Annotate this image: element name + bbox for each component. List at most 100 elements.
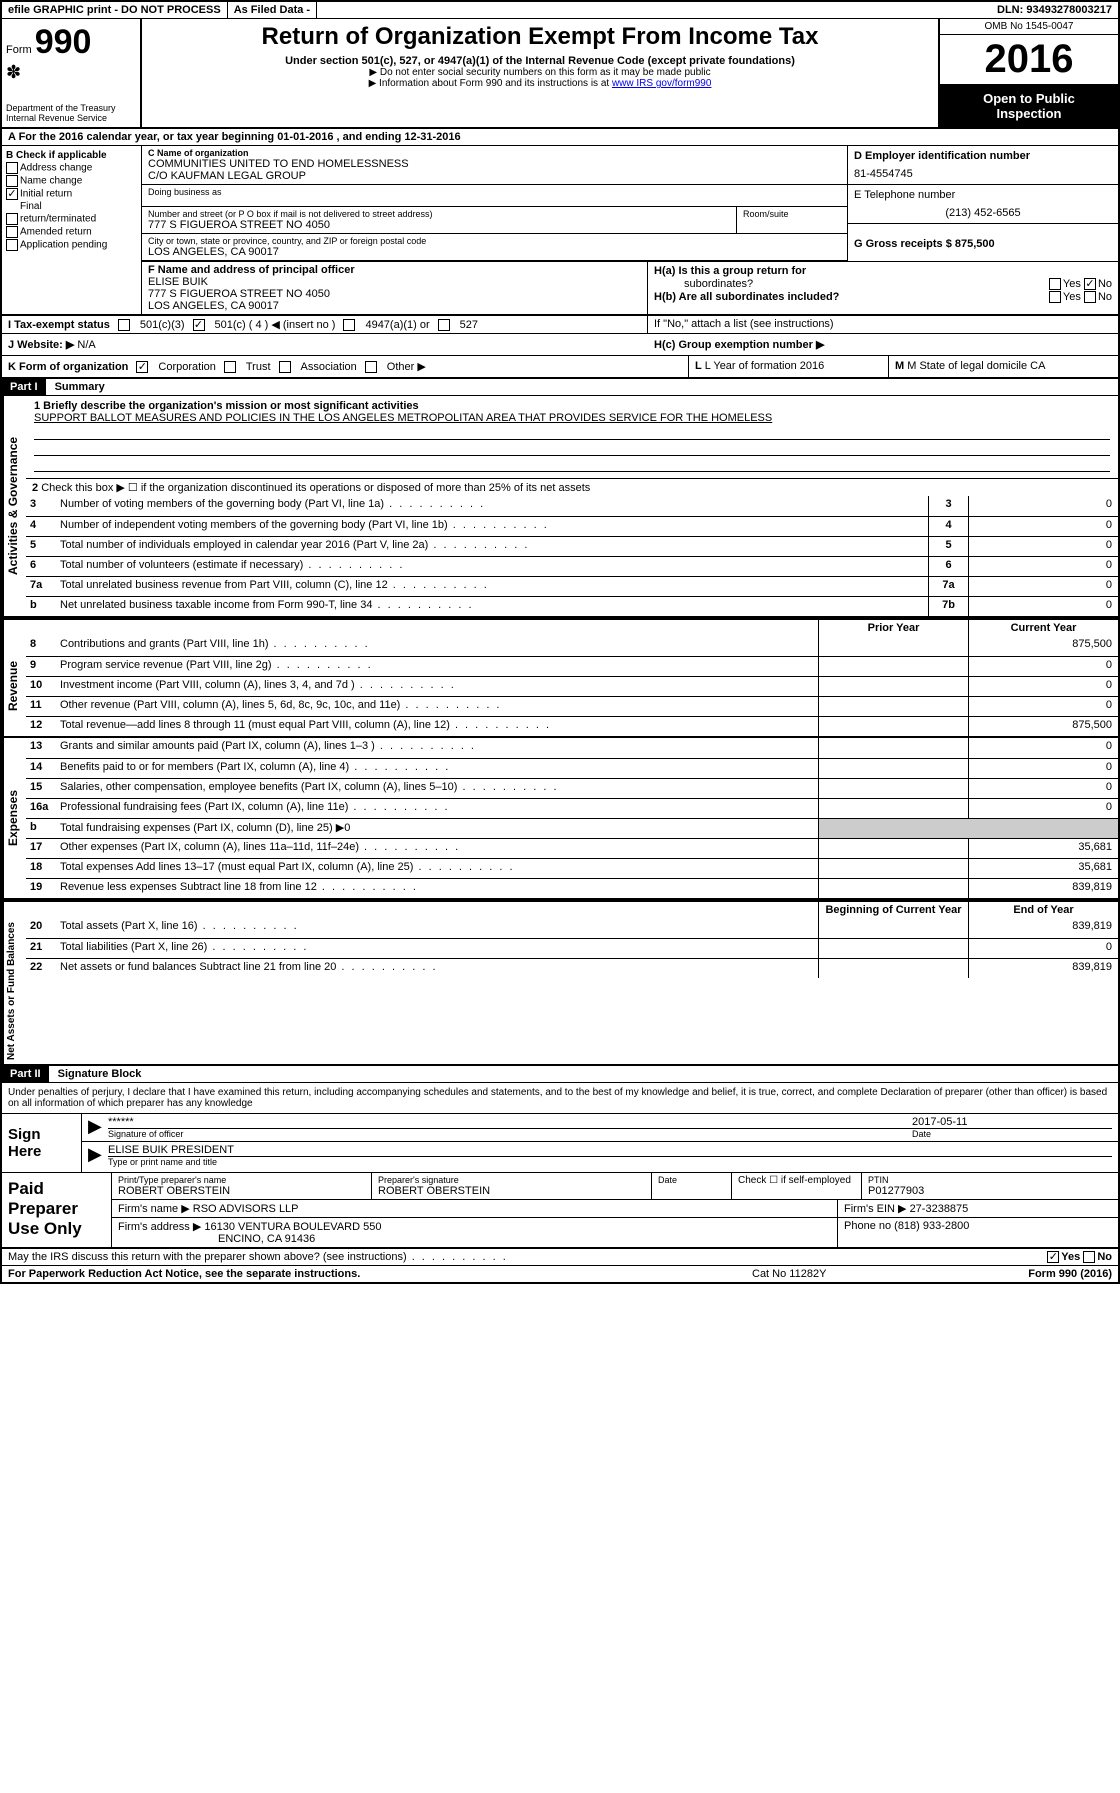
form-title: Return of Organization Exempt From Incom… xyxy=(150,23,930,51)
cb-hb-no[interactable] xyxy=(1084,291,1096,303)
firm-phone: Phone no (818) 933-2800 xyxy=(838,1218,1118,1247)
cb-ha-yes[interactable] xyxy=(1049,278,1061,290)
summary-line: 11 Other revenue (Part VIII, column (A),… xyxy=(26,696,1118,716)
summary-line: 13 Grants and similar amounts paid (Part… xyxy=(26,738,1118,758)
block-c: C Name of organization COMMUNITIES UNITE… xyxy=(142,146,848,261)
cb-discuss-no[interactable] xyxy=(1083,1251,1095,1263)
summary-revenue: Revenue 8 Contributions and grants (Part… xyxy=(2,636,1118,736)
dln: DLN: 93493278003217 xyxy=(991,2,1118,18)
block-d-label: D Employer identification number xyxy=(854,150,1112,162)
sig-officer-label: Signature of officer xyxy=(108,1128,912,1139)
room-label: Room/suite xyxy=(743,209,841,219)
org-city: LOS ANGELES, CA 90017 xyxy=(148,246,841,258)
sig-date: 2017-05-11 xyxy=(912,1116,1112,1128)
row-i-label: I Tax-exempt status xyxy=(8,319,110,331)
boy-header: Beginning of Current Year xyxy=(818,902,968,918)
cb-name-change[interactable] xyxy=(6,175,18,187)
side-revenue: Revenue xyxy=(2,636,26,736)
org-co: C/O KAUFMAN LEGAL GROUP xyxy=(148,170,841,182)
form-number: 990 xyxy=(35,23,92,61)
summary-line: 22 Net assets or fund balances Subtract … xyxy=(26,958,1118,978)
officer-addr: 777 S FIGUEROA STREET NO 4050 xyxy=(148,288,641,300)
summary-line: 19 Revenue less expenses Subtract line 1… xyxy=(26,878,1118,898)
block-h: H(a) Is this a group return for subordin… xyxy=(648,262,1118,314)
mission-text: SUPPORT BALLOT MEASURES AND POLICIES IN … xyxy=(34,412,1110,424)
preparer-sig: ROBERT OBERSTEIN xyxy=(378,1185,645,1197)
summary-line: 14 Benefits paid to or for members (Part… xyxy=(26,758,1118,778)
current-year-header: Current Year xyxy=(968,620,1118,636)
cb-527[interactable] xyxy=(438,319,450,331)
row-k-label: K Form of organization xyxy=(8,361,128,373)
officer-city: LOS ANGELES, CA 90017 xyxy=(148,300,641,312)
arrow-info: ▶ Information about Form 990 and its ins… xyxy=(150,78,930,89)
cb-hb-yes[interactable] xyxy=(1049,291,1061,303)
h-note: If "No," attach a list (see instructions… xyxy=(654,318,1112,330)
summary-expenses: Expenses 13 Grants and similar amounts p… xyxy=(2,738,1118,898)
tax-year: 2016 xyxy=(940,35,1118,85)
org-address: 777 S FIGUEROA STREET NO 4050 xyxy=(148,219,730,231)
header-left: Form 990 ✽ Department of the Treasury In… xyxy=(2,19,142,127)
cb-amended[interactable] xyxy=(6,226,18,238)
ein: 81-4554745 xyxy=(854,168,1112,180)
cb-discuss-yes[interactable] xyxy=(1047,1251,1059,1263)
paid-preparer-label: Paid Preparer Use Only xyxy=(2,1173,112,1247)
omb-number: OMB No 1545-0047 xyxy=(940,19,1118,35)
summary-line: 20 Total assets (Part X, line 16) 839,81… xyxy=(26,918,1118,938)
cb-assoc[interactable] xyxy=(279,361,291,373)
block-f: F Name and address of principal officer … xyxy=(142,262,648,314)
city-label: City or town, state or province, country… xyxy=(148,236,841,246)
block-deg: D Employer identification number 81-4554… xyxy=(848,146,1118,261)
cb-initial-return[interactable] xyxy=(6,188,18,200)
cb-trust[interactable] xyxy=(224,361,236,373)
irs-link[interactable]: www IRS gov/form990 xyxy=(612,78,711,89)
cb-app-pending[interactable] xyxy=(6,239,18,251)
perjury-statement: Under penalties of perjury, I declare th… xyxy=(2,1083,1118,1114)
addr-label: Number and street (or P O box if mail is… xyxy=(148,209,730,219)
discuss-row: May the IRS discuss this return with the… xyxy=(2,1249,1118,1266)
dept-irs: Internal Revenue Service xyxy=(6,113,136,123)
gross-receipts: G Gross receipts $ 875,500 xyxy=(854,238,1112,250)
summary-line: b Total fundraising expenses (Part IX, c… xyxy=(26,818,1118,838)
type-label: Type or print name and title xyxy=(108,1156,1112,1167)
row-j: J Website: ▶ N/A H(c) Group exemption nu… xyxy=(2,334,1118,356)
cb-501c[interactable] xyxy=(193,319,205,331)
form-version: Form 990 (2016) xyxy=(952,1268,1112,1280)
cb-4947[interactable] xyxy=(343,319,355,331)
block-c-label: C Name of organization xyxy=(148,148,841,158)
form-section: Under section 501(c), 527, or 4947(a)(1)… xyxy=(150,55,930,67)
cb-return-terminated[interactable] xyxy=(6,213,18,225)
sig-date-label: Date xyxy=(912,1128,1112,1139)
cb-address-change[interactable] xyxy=(6,162,18,174)
side-governance: Activities & Governance xyxy=(2,396,26,616)
summary-line: 10 Investment income (Part VIII, column … xyxy=(26,676,1118,696)
block-f-label: F Name and address of principal officer xyxy=(148,264,641,276)
org-name: COMMUNITIES UNITED TO END HOMELESSNESS xyxy=(148,158,841,170)
header-right: OMB No 1545-0047 2016 Open to Public Ins… xyxy=(938,19,1118,127)
dba-label: Doing business as xyxy=(148,187,841,197)
ptin: P01277903 xyxy=(868,1185,1112,1197)
cb-501c3[interactable] xyxy=(118,319,130,331)
self-employed: Check ☐ if self-employed xyxy=(732,1173,862,1199)
side-expenses: Expenses xyxy=(2,738,26,898)
net-headers: Beginning of Current Year End of Year xyxy=(2,900,1118,918)
efile-notice: efile GRAPHIC print - DO NOT PROCESS xyxy=(2,2,228,18)
summary-line: 5 Total number of individuals employed i… xyxy=(26,536,1118,556)
officer-name: ELISE BUIK xyxy=(148,276,641,288)
summary-governance: Activities & Governance 1 Briefly descri… xyxy=(2,396,1118,616)
summary-line: 6 Total number of volunteers (estimate i… xyxy=(26,556,1118,576)
paperwork-notice: For Paperwork Reduction Act Notice, see … xyxy=(8,1268,752,1280)
cb-other[interactable] xyxy=(365,361,377,373)
identity-block: B Check if applicable Address change Nam… xyxy=(2,146,1118,315)
website: N/A xyxy=(77,339,95,351)
sign-here-label: Sign Here xyxy=(2,1114,82,1172)
cb-ha-no[interactable] xyxy=(1084,278,1096,290)
summary-line: 15 Salaries, other compensation, employe… xyxy=(26,778,1118,798)
summary-line: 17 Other expenses (Part IX, column (A), … xyxy=(26,838,1118,858)
eoy-header: End of Year xyxy=(968,902,1118,918)
paid-preparer-block: Paid Preparer Use Only Print/Type prepar… xyxy=(2,1173,1118,1249)
cb-corp[interactable] xyxy=(136,361,148,373)
year-formation: L L Year of formation 2016 xyxy=(688,356,888,377)
summary-netassets: Net Assets or Fund Balances 20 Total ass… xyxy=(2,918,1118,1064)
sign-here-block: Sign Here ▶ ****** Signature of officer … xyxy=(2,1114,1118,1173)
sig-stars: ****** xyxy=(108,1116,912,1128)
